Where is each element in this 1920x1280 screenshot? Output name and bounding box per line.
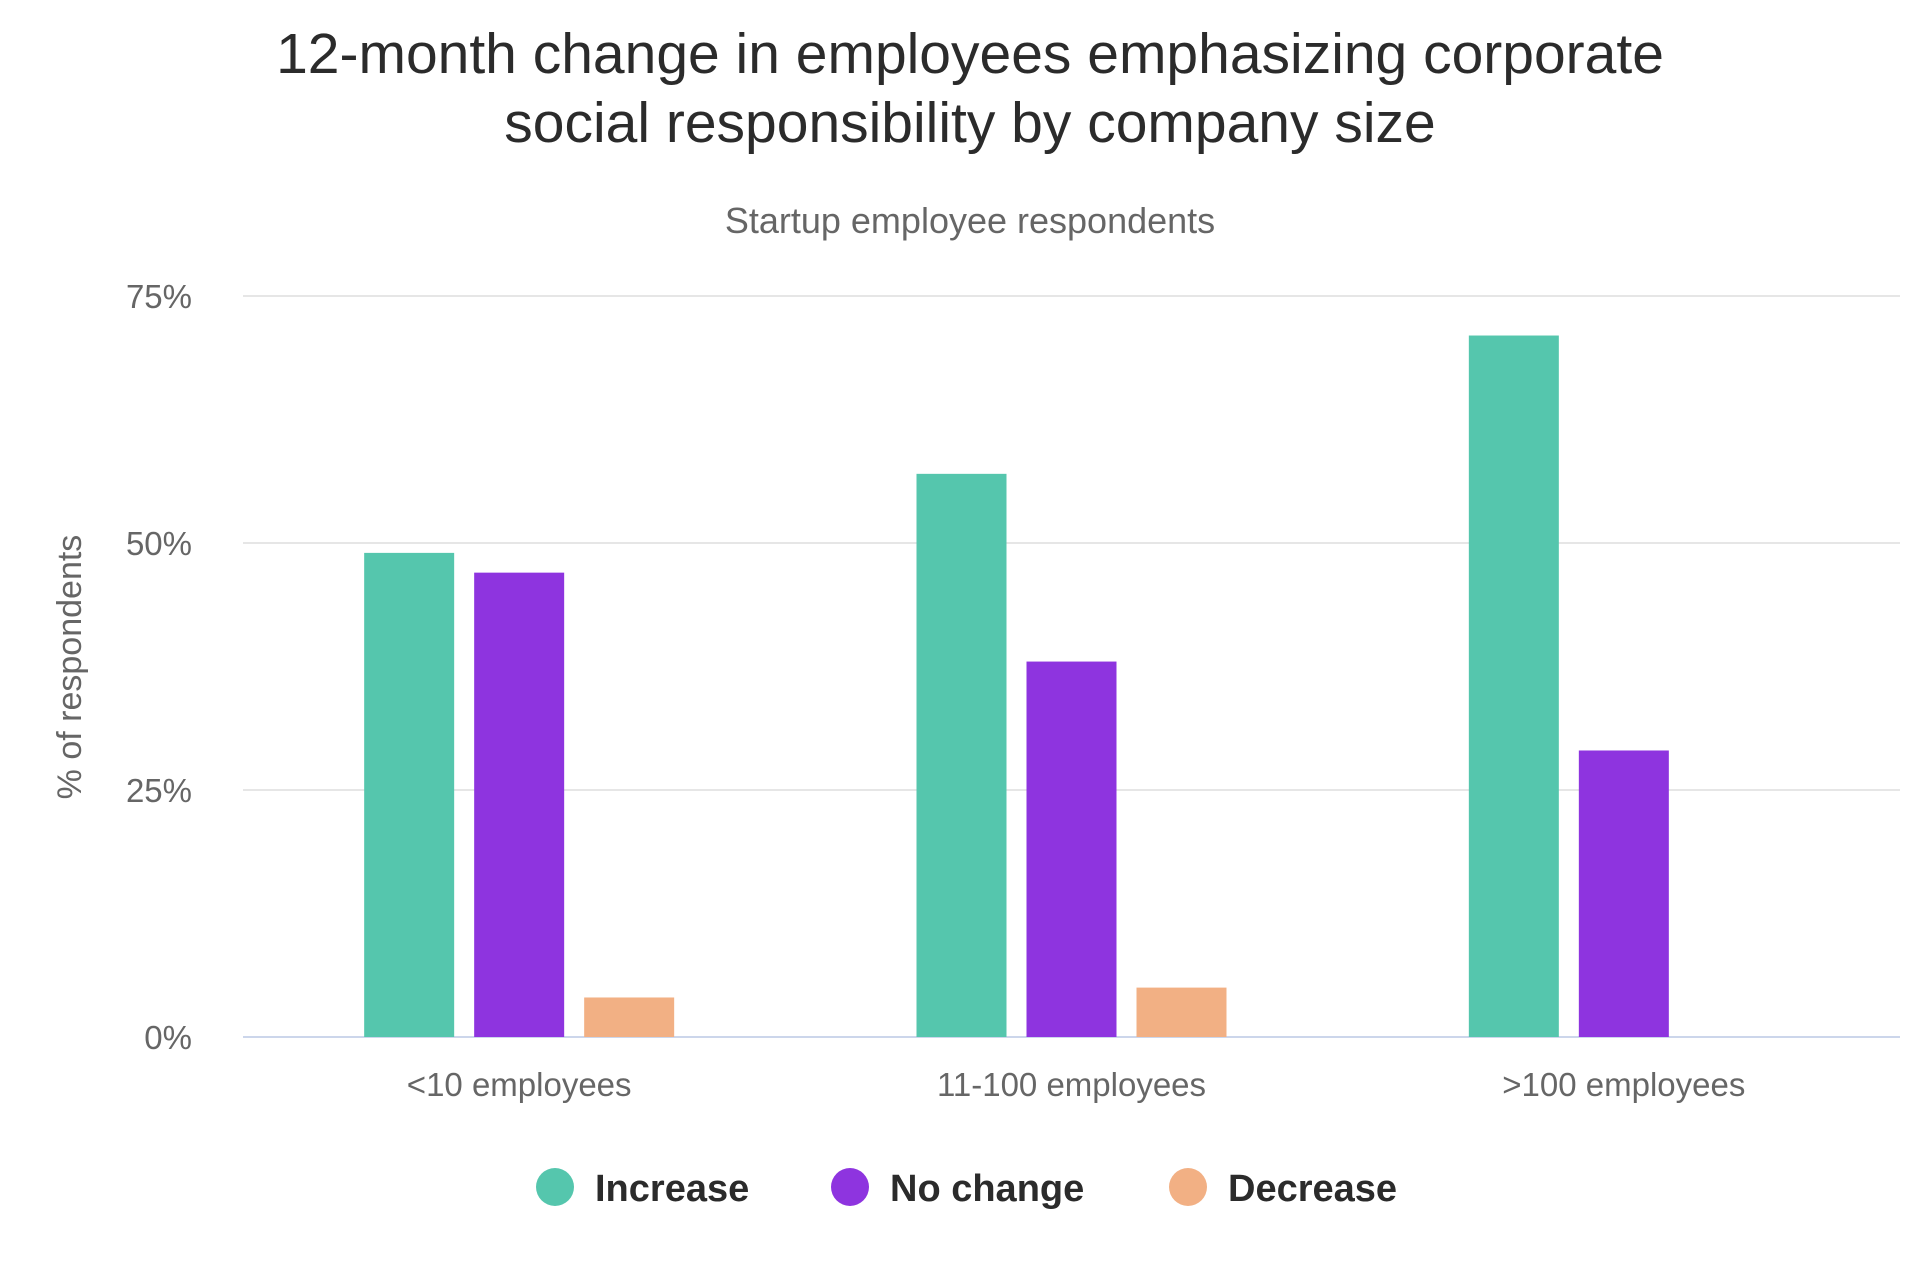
bar-no-change-1 <box>1026 661 1117 1037</box>
x-tick-label: >100 employees <box>1502 1066 1745 1103</box>
chart-title-line-1: 12-month change in employees emphasizing… <box>276 22 1664 86</box>
legend-swatch <box>1169 1168 1207 1206</box>
bar-no-change-2 <box>1578 750 1669 1037</box>
x-tick-label: <10 employees <box>407 1066 632 1103</box>
legend-swatch <box>831 1168 869 1206</box>
legend-item-increase[interactable]: Increase <box>536 1168 749 1210</box>
chart-subtitle: Startup employee respondents <box>725 200 1215 241</box>
legend-swatch <box>536 1168 574 1206</box>
legend-label: Decrease <box>1228 1168 1397 1210</box>
x-axis-ticks: <10 employees 11-100 employees >100 employ… <box>407 1066 1746 1103</box>
legend-item-no-change[interactable]: No change <box>831 1168 1084 1210</box>
bar-decrease-0 <box>584 997 675 1037</box>
x-tick-label: 11-100 employees <box>937 1066 1206 1103</box>
chart-title-line-2: social responsibility by company size <box>504 91 1435 155</box>
y-tick-label: 25% <box>126 772 192 809</box>
bar-increase-1 <box>916 473 1007 1038</box>
y-tick-label: 75% <box>126 278 192 315</box>
y-axis-title: % of respondents <box>51 535 89 800</box>
legend-label: Increase <box>595 1168 749 1210</box>
y-axis-ticks: 0% 25% 50% 75% <box>126 278 192 1056</box>
bar-no-change-0 <box>474 572 565 1037</box>
bar-increase-0 <box>364 552 455 1037</box>
legend-item-decrease[interactable]: Decrease <box>1169 1168 1397 1210</box>
legend: Increase No change Decrease <box>536 1168 1397 1210</box>
bar-increase-2 <box>1468 335 1559 1037</box>
bars <box>364 335 1669 1038</box>
legend-label: No change <box>890 1168 1084 1210</box>
bar-decrease-1 <box>1136 987 1227 1037</box>
y-tick-label: 50% <box>126 525 192 562</box>
y-tick-label: 0% <box>144 1019 192 1056</box>
